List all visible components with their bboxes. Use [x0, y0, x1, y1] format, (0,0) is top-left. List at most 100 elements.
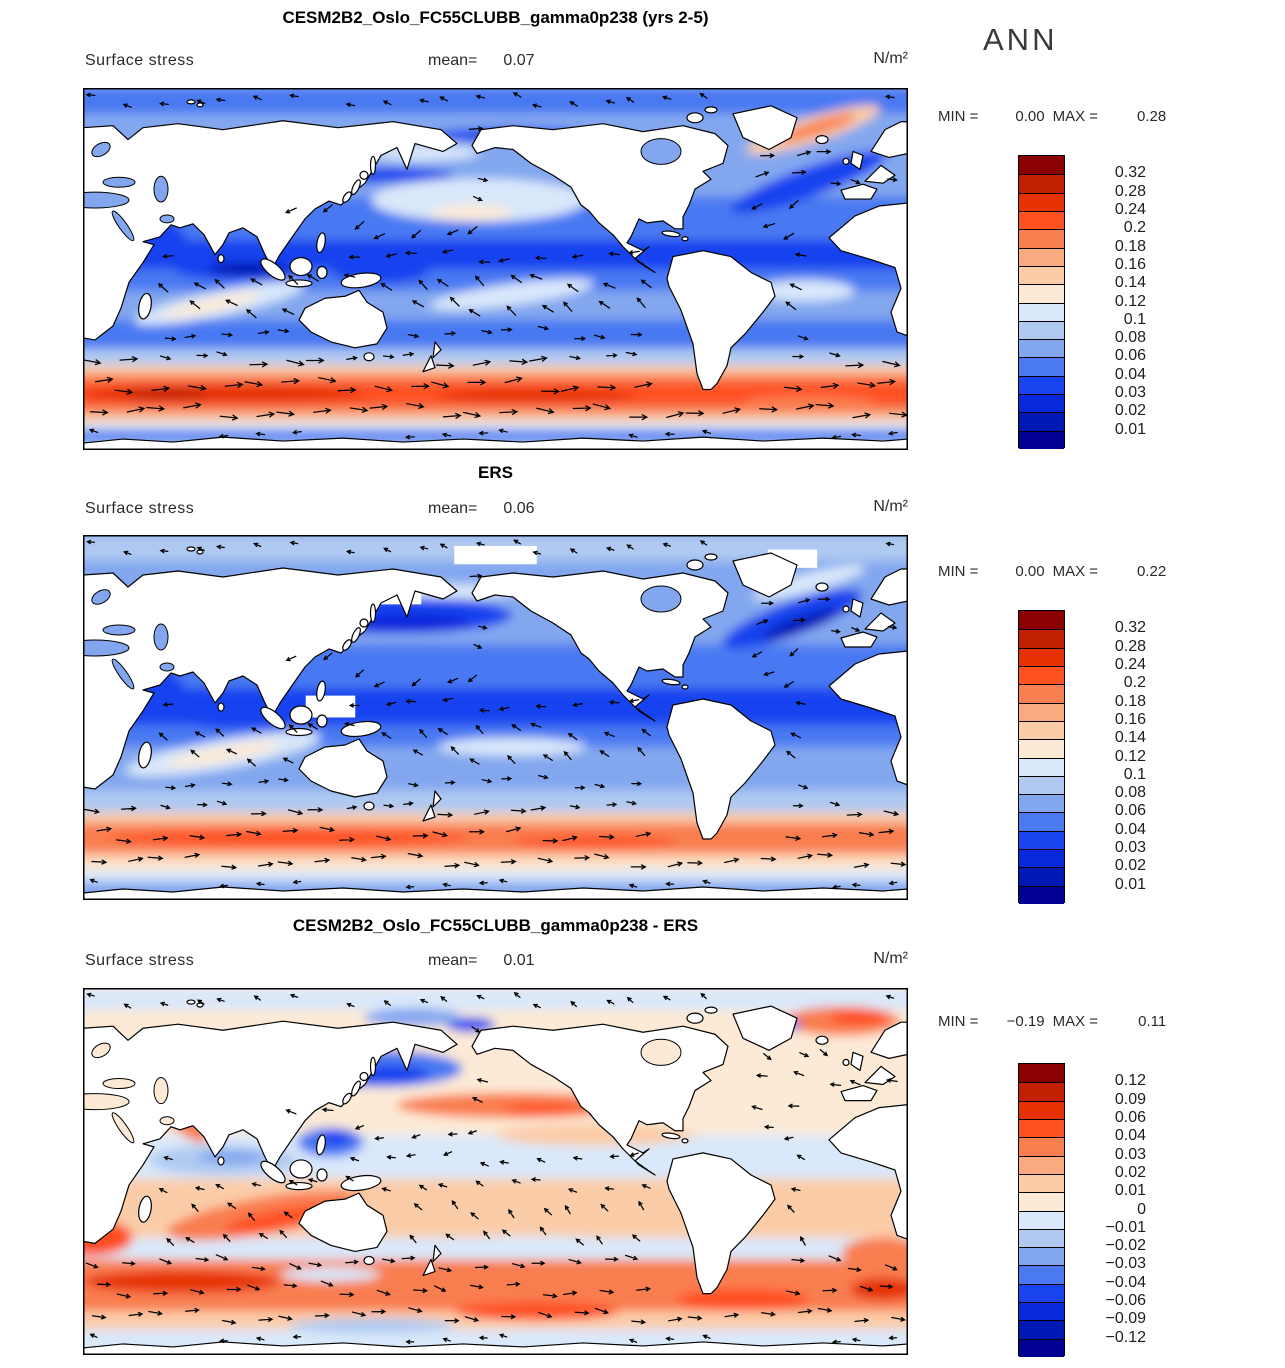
panel3-field-label: Surface stress: [85, 952, 195, 969]
colorbar-tick-label: 0.06: [1114, 347, 1146, 365]
colorbar-cell: [1019, 702, 1064, 721]
colorbar-cell: [1019, 302, 1064, 321]
colorbar-cell: [1019, 320, 1064, 340]
inland-seas: [83, 1038, 682, 1144]
colorbar-cell: [1019, 192, 1064, 211]
panel2-mean: mean= 0.06: [428, 500, 535, 518]
colorbar-cell: [1019, 1247, 1064, 1266]
colorbar-tick-label: 0.1: [1123, 765, 1146, 783]
colorbar-cell: [1019, 247, 1064, 266]
colorbar-cell: [1019, 412, 1064, 431]
colorbar-cell: [1019, 1173, 1064, 1193]
colorbar-strip: [1018, 610, 1065, 904]
colorbar-cell: [1019, 1283, 1064, 1303]
colorbar-tick-label: 0.2: [1123, 219, 1146, 237]
panel2-minmax: MIN = 0.00 MAX = 0.22: [938, 563, 1208, 580]
colorbar-cell: [1019, 885, 1064, 904]
colorbar-cell: [1019, 357, 1064, 376]
panel3-mean: mean= 0.01: [428, 952, 535, 970]
colorbar-cell: [1019, 1265, 1064, 1284]
colorbar-cell: [1019, 174, 1064, 193]
colorbar-cell: [1019, 1210, 1064, 1229]
map-border: [83, 988, 908, 1355]
map-diff: [83, 988, 908, 1355]
max-value: 0.22: [1137, 563, 1167, 580]
max-label: MAX =: [1052, 1013, 1103, 1030]
colorbar-cell: [1019, 394, 1064, 413]
vector-arrows-layer: [85, 991, 906, 1345]
colorbar-tick-label: 0.03: [1114, 839, 1146, 857]
colorbar-cell: [1019, 684, 1064, 703]
colorbar-tick-label: 0.28: [1114, 182, 1146, 200]
colorbar-cell: [1019, 849, 1064, 868]
colorbar-tick-label: 0.16: [1114, 255, 1146, 273]
colorbar-cell: [1019, 867, 1064, 886]
colorbar-tick-label: 0.28: [1114, 637, 1146, 655]
colorbar-cell: [1019, 1302, 1064, 1321]
colorbar-cell: [1019, 1082, 1064, 1101]
mean-label: mean=: [428, 500, 478, 517]
max-label: MAX =: [1052, 563, 1103, 580]
panel1-field-label: Surface stress: [85, 52, 195, 69]
colorbar-cell: [1019, 720, 1064, 740]
colorbar-cell: [1019, 812, 1064, 831]
colorbar-cell: [1019, 1192, 1064, 1211]
colorbar-tick-label: 0.1: [1123, 310, 1146, 328]
map-model: [83, 88, 908, 450]
colorbar-tick-label: 0.06: [1114, 802, 1146, 820]
map-border: [83, 88, 908, 450]
colorbar-cell: [1019, 156, 1064, 175]
panel1-title: CESM2B2_Oslo_FC55CLUBB_gamma0p238 (yrs 2…: [282, 8, 709, 27]
colorbar-tick-label: 0.01: [1114, 420, 1146, 438]
colorbar-diff: 0.12 0.09 0.06 0.04 0.03 0.02 0.01 0 −0.01 −0.02−…: [1018, 1063, 1218, 1357]
colorbar-strip: [1018, 1063, 1065, 1357]
colorbar-cell: [1019, 665, 1064, 685]
colorbar-tick-label: 0.32: [1114, 619, 1146, 637]
inland-seas: [83, 585, 682, 690]
colorbar-cell: [1019, 430, 1064, 449]
panel2-title: ERS: [478, 463, 513, 482]
max-value: 0.28: [1137, 108, 1167, 125]
colorbar-tick-label: 0.14: [1114, 729, 1146, 747]
colorbar-tick-label: 0.01: [1114, 875, 1146, 893]
min-value: 0.00: [1015, 108, 1045, 125]
mean-label: mean=: [428, 52, 478, 69]
colorbar-strip: [1018, 155, 1065, 449]
colorbar-cell: [1019, 1064, 1064, 1083]
colorbar-tick-label: −0.04: [1105, 1273, 1146, 1291]
panel3-title: CESM2B2_Oslo_FC55CLUBB_gamma0p238 - ERS: [292, 916, 699, 935]
colorbar-tick-label: 0.01: [1114, 1182, 1146, 1200]
colorbar-tick-label: 0.03: [1114, 1145, 1146, 1163]
colorbar-tick-label: 0.02: [1114, 857, 1146, 875]
mean-value: 0.07: [503, 52, 535, 69]
colorbar-cell: [1019, 284, 1064, 303]
panel3-minmax: MIN = −0.19 MAX = 0.11: [938, 1013, 1208, 1030]
colorbar-tick-label: −0.12: [1105, 1328, 1146, 1346]
max-label: MAX =: [1052, 108, 1103, 125]
colorbar-cell: [1019, 794, 1064, 813]
colorbar-tick-label: 0.02: [1114, 402, 1146, 420]
colorbar-cell: [1019, 229, 1064, 248]
mean-value: 0.01: [503, 952, 535, 969]
colorbar-tick-label: 0.02: [1114, 1163, 1146, 1181]
colorbar-tick-label: 0.04: [1114, 820, 1146, 838]
mean-value: 0.06: [503, 500, 535, 517]
colorbar-cell: [1019, 1155, 1064, 1174]
colorbar-tick-label: 0.18: [1114, 237, 1146, 255]
colorbar-tick-label: −0.03: [1105, 1255, 1146, 1273]
colorbar-tick-label: −0.02: [1105, 1237, 1146, 1255]
colorbar-cell: [1019, 1338, 1064, 1357]
colorbar-tick-label: 0: [1137, 1200, 1146, 1218]
colorbar-cell: [1019, 629, 1064, 648]
colorbar-cell: [1019, 339, 1064, 358]
min-value: −0.19: [1006, 1013, 1045, 1030]
min-label: MIN =: [938, 563, 983, 580]
colorbar-cell: [1019, 1137, 1064, 1156]
colorbar-cell: [1019, 757, 1064, 776]
colorbar-cell: [1019, 647, 1064, 666]
colorbar-tick-label: −0.06: [1105, 1292, 1146, 1310]
colorbar-model: 0.32 0.28 0.24 0.2 0.18 0.16 0.14 0.12 0.1 0.08 0.…: [1018, 155, 1218, 449]
map-obs: [83, 535, 908, 900]
colorbar-tick-label: 0.14: [1114, 274, 1146, 292]
